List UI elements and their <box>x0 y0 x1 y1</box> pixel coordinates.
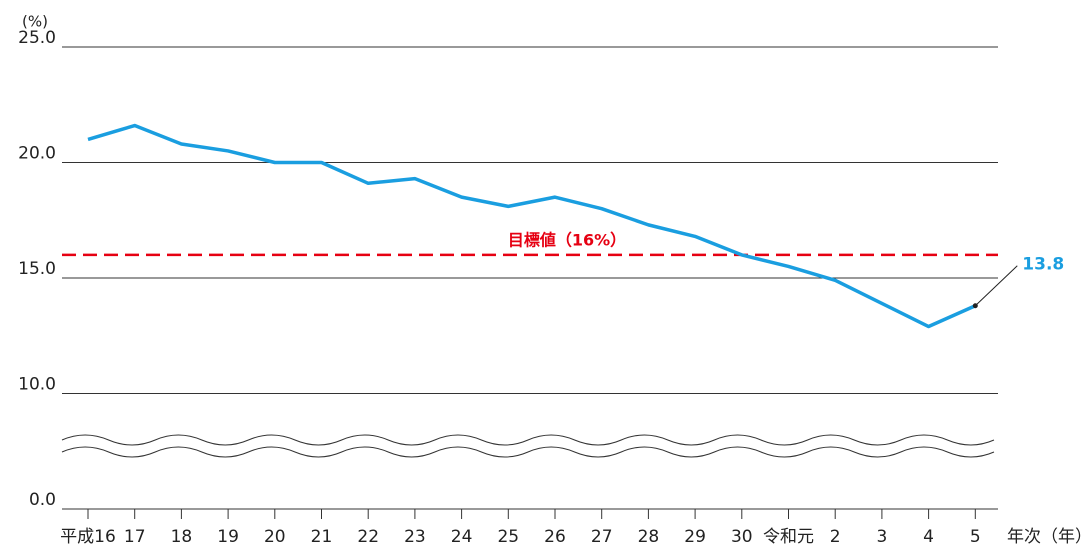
target-label: 目標値（16%） <box>508 230 626 249</box>
x-tick-label: 20 <box>264 527 286 547</box>
data-line <box>87 123 977 329</box>
x-tick-label: 18 <box>171 527 193 547</box>
x-tick-label: 30 <box>731 527 753 547</box>
x-tick-label: 23 <box>404 527 426 547</box>
y-tick-label: 15.0 <box>18 259 56 279</box>
break-wave <box>61 434 995 446</box>
x-tick-label: 17 <box>124 527 146 547</box>
x-tick-label: 27 <box>591 527 613 547</box>
x-tick-label: 平成16 <box>60 527 116 547</box>
data-label: 13.8 <box>1022 255 1064 275</box>
x-tick-label: 5 <box>970 527 981 547</box>
x-tick-label: 22 <box>357 527 379 547</box>
x-axis-label: 年次（年） <box>1007 527 1092 547</box>
x-tick-label: 24 <box>451 527 473 547</box>
leader-line <box>974 265 1018 307</box>
x-tick-label: 21 <box>311 527 333 547</box>
x-tick-label: 4 <box>923 527 934 547</box>
axis-break <box>61 434 995 458</box>
x-tick-label: 3 <box>876 527 887 547</box>
y-tick-label: 20.0 <box>18 144 56 164</box>
x-tick-label: 28 <box>638 527 660 547</box>
x-tick-label: 19 <box>217 527 239 547</box>
break-wave <box>61 446 995 458</box>
y-unit: (%) <box>22 13 48 31</box>
y-tick-label: 25.0 <box>18 28 56 48</box>
x-tick-label: 令和元 <box>763 527 814 547</box>
x-tick-label: 2 <box>830 527 841 547</box>
y-tick-label: 0.0 <box>29 490 56 510</box>
x-tick-label: 25 <box>497 527 519 547</box>
x-tick-label: 26 <box>544 527 566 547</box>
x-tick-label: 29 <box>684 527 706 547</box>
y-tick-label: 10.0 <box>18 375 56 395</box>
leader-dot <box>972 303 978 309</box>
